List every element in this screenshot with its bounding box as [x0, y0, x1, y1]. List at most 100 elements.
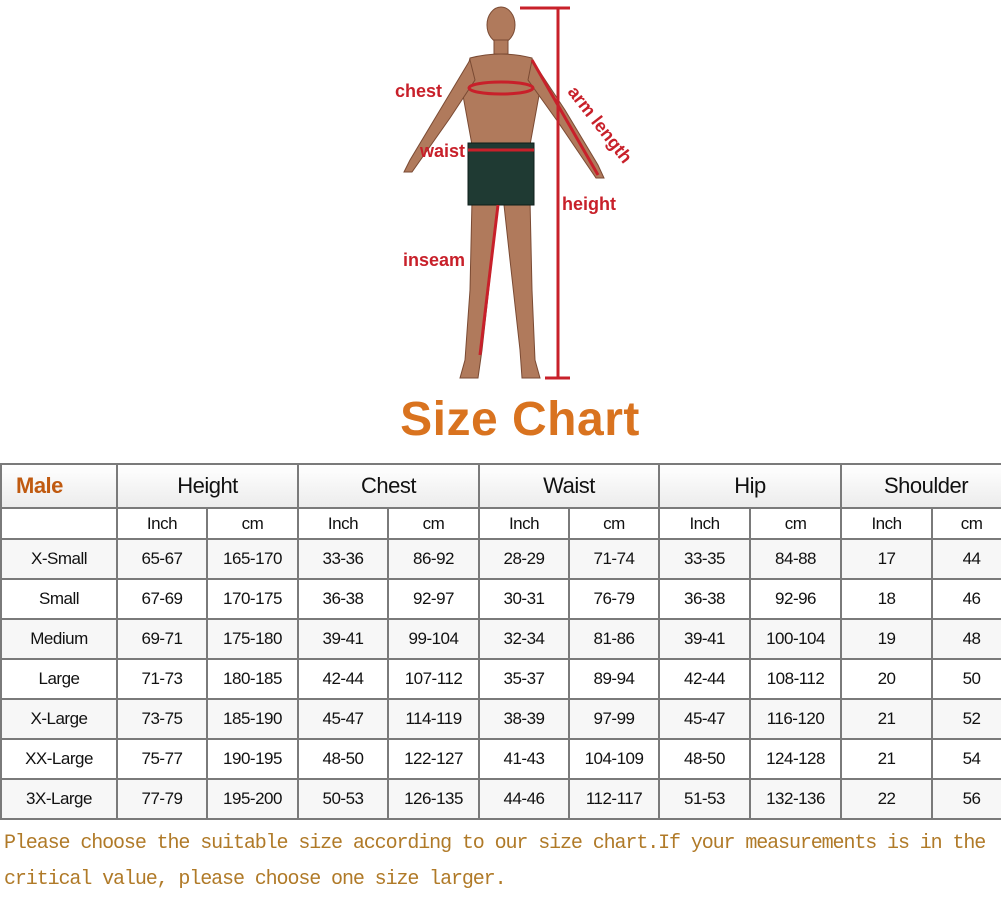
unit-header: Inch — [116, 507, 208, 540]
table-cell: 36-38 — [297, 578, 389, 620]
table-cell: 77-79 — [116, 778, 208, 820]
table-cell: 56 — [931, 778, 1001, 820]
unit-header: cm — [568, 507, 661, 540]
table-cell: 39-41 — [658, 618, 752, 660]
unit-header: cm — [206, 507, 299, 540]
size-label: XX-Large — [0, 738, 118, 780]
size-label: X-Small — [0, 538, 118, 580]
group-header-height: Height — [116, 463, 299, 509]
corner-label: Male — [0, 463, 118, 509]
group-header-waist: Waist — [478, 463, 661, 509]
table-cell: 89-94 — [568, 658, 661, 700]
size-label: Large — [0, 658, 118, 700]
table-cell: 42-44 — [297, 658, 389, 700]
label-arm-length: arm length — [564, 82, 636, 167]
shorts — [467, 142, 535, 206]
table-cell: 84-88 — [749, 538, 843, 580]
table-cell: 175-180 — [206, 618, 299, 660]
table-cell: 122-127 — [386, 738, 481, 780]
size-label: Small — [0, 578, 118, 620]
unit-header: Inch — [478, 507, 571, 540]
table-cell: 48 — [931, 618, 1001, 660]
size-chart-table: Male Height Chest Waist Hip Shoulder Inch cm I… — [0, 463, 1001, 820]
empty-cell — [0, 507, 118, 540]
table-cell: 132-136 — [749, 778, 843, 820]
unit-header: Inch — [658, 507, 752, 540]
unit-header: cm — [386, 507, 481, 540]
table-cell: 65-67 — [116, 538, 208, 580]
size-label: 3X-Large — [0, 778, 118, 820]
measurement-lines — [467, 6, 600, 380]
table-cell: 51-53 — [658, 778, 752, 820]
table-cell: 42-44 — [658, 658, 752, 700]
table-cell: 41-43 — [478, 738, 571, 780]
table-cell: 73-75 — [116, 698, 208, 740]
table-cell: 107-112 — [386, 658, 481, 700]
table-cell: 50-53 — [297, 778, 389, 820]
unit-header: Inch — [297, 507, 389, 540]
table-cell: 46 — [931, 578, 1001, 620]
table-cell: 21 — [840, 738, 934, 780]
table-row: Medium 69-71 175-180 39-41 99-104 32-34 81-86 3… — [0, 618, 1001, 660]
group-header-row: Male Height Chest Waist Hip Shoulder — [0, 463, 1001, 509]
table-row: Small 67-69 170-175 36-38 92-97 30-31 76-79 36-… — [0, 578, 1001, 620]
table-cell: 124-128 — [749, 738, 843, 780]
table-cell: 21 — [840, 698, 934, 740]
table-cell: 99-104 — [386, 618, 481, 660]
table-cell: 195-200 — [206, 778, 299, 820]
table-row: XX-Large 75-77 190-195 48-50 122-127 41-43 104… — [0, 738, 1001, 780]
table-cell: 81-86 — [568, 618, 661, 660]
table-row: Large 71-73 180-185 42-44 107-112 35-37 89-94 4… — [0, 658, 1001, 700]
label-height: height — [562, 194, 616, 214]
table-cell: 86-92 — [386, 538, 481, 580]
table-cell: 126-135 — [386, 778, 481, 820]
label-waist: waist — [419, 141, 465, 161]
table-cell: 76-79 — [568, 578, 661, 620]
table-cell: 67-69 — [116, 578, 208, 620]
table-cell: 190-195 — [206, 738, 299, 780]
table-cell: 180-185 — [206, 658, 299, 700]
table-cell: 97-99 — [568, 698, 661, 740]
table-cell: 44 — [931, 538, 1001, 580]
table-cell: 75-77 — [116, 738, 208, 780]
table-cell: 33-35 — [658, 538, 752, 580]
table-cell: 92-96 — [749, 578, 843, 620]
unit-header: Inch — [840, 507, 934, 540]
table-cell: 116-120 — [749, 698, 843, 740]
table-cell: 33-36 — [297, 538, 389, 580]
table-cell: 22 — [840, 778, 934, 820]
table-cell: 20 — [840, 658, 934, 700]
table-cell: 170-175 — [206, 578, 299, 620]
table-cell: 114-119 — [386, 698, 481, 740]
table-cell: 48-50 — [658, 738, 752, 780]
table-cell: 28-29 — [478, 538, 571, 580]
table-cell: 44-46 — [478, 778, 571, 820]
size-label: X-Large — [0, 698, 118, 740]
table-cell: 48-50 — [297, 738, 389, 780]
table-cell: 50 — [931, 658, 1001, 700]
table-cell: 18 — [840, 578, 934, 620]
table-cell: 54 — [931, 738, 1001, 780]
table-cell: 108-112 — [749, 658, 843, 700]
group-header-chest: Chest — [296, 463, 481, 509]
table-cell: 45-47 — [297, 698, 389, 740]
table-row: X-Small 65-67 165-170 33-36 86-92 28-29 71-74 3… — [0, 538, 1001, 580]
table-cell: 112-117 — [568, 778, 661, 820]
table-cell: 38-39 — [478, 698, 571, 740]
table-cell: 92-97 — [386, 578, 481, 620]
group-header-hip: Hip — [658, 463, 843, 509]
label-inseam: inseam — [403, 250, 465, 270]
group-header-shoulder: Shoulder — [840, 463, 1001, 509]
page-title: Size Chart — [400, 393, 640, 446]
table-cell: 71-74 — [568, 538, 661, 580]
table-cell: 30-31 — [478, 578, 571, 620]
table-cell: 52 — [931, 698, 1001, 740]
unit-header: cm — [749, 507, 843, 540]
table-cell: 45-47 — [658, 698, 752, 740]
table-cell: 104-109 — [568, 738, 661, 780]
table-cell: 36-38 — [658, 578, 752, 620]
table-cell: 71-73 — [116, 658, 208, 700]
body-measurement-figure: chest waist inseam arm length height — [395, 6, 636, 380]
unit-header-row: Inch cm Inch cm Inch cm Inch cm Inch cm — [0, 507, 1001, 540]
table-cell: 69-71 — [116, 618, 208, 660]
